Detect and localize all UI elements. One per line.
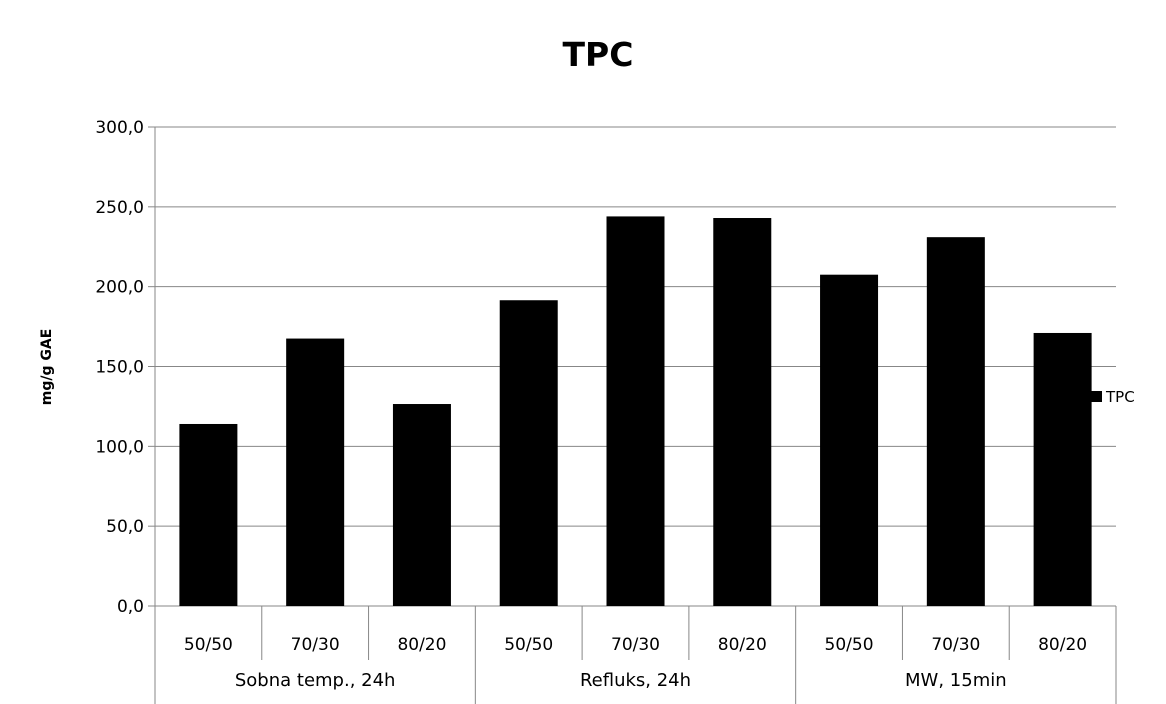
chart-title: TPC: [563, 35, 634, 74]
x-tick-label: 80/20: [1038, 635, 1087, 655]
bar: [713, 218, 772, 606]
group-label: Sobna temp., 24h: [235, 670, 396, 691]
bar: [499, 300, 558, 606]
y-axis-label: mg/g GAE: [39, 329, 55, 406]
y-tick-label: 300,0: [95, 118, 144, 138]
group-label: Refluks, 24h: [580, 670, 691, 691]
x-tick-label: 70/30: [611, 635, 660, 655]
bar: [820, 274, 879, 606]
x-tick-label: 80/20: [718, 635, 767, 655]
x-tick-label: 70/30: [291, 635, 340, 655]
group-label: MW, 15min: [905, 670, 1007, 691]
bar: [926, 237, 985, 607]
bar: [179, 423, 238, 606]
legend-label-tpc: TPC: [1105, 388, 1135, 406]
y-tick-label: 150,0: [95, 358, 144, 378]
y-tick-label: 200,0: [95, 278, 144, 298]
y-axis-ticks: 0,0 50,0 100,0 150,0 200,0 250,0 300,0: [95, 118, 144, 617]
y-tick-label: 50,0: [106, 517, 144, 537]
bar: [286, 338, 345, 606]
x-tick-label: 70/30: [931, 635, 980, 655]
x-tick-label: 50/50: [825, 635, 874, 655]
legend: TPC: [1091, 388, 1135, 406]
x-tick-label: 80/20: [397, 635, 446, 655]
x-tick-label: 50/50: [504, 635, 553, 655]
y-tick-label: 100,0: [95, 437, 144, 457]
bar: [392, 404, 451, 606]
x-axis: 50/50 70/30 80/20 50/50 70/30 80/20 50/50 70/30…: [154, 606, 1117, 704]
bar: [606, 216, 665, 606]
legend-swatch-tpc: [1091, 391, 1102, 402]
y-tick-label: 0,0: [117, 597, 144, 617]
x-tick-label: 50/50: [184, 635, 233, 655]
bar: [1033, 332, 1092, 606]
bars: [179, 216, 1092, 607]
y-tick-label: 250,0: [95, 198, 144, 218]
